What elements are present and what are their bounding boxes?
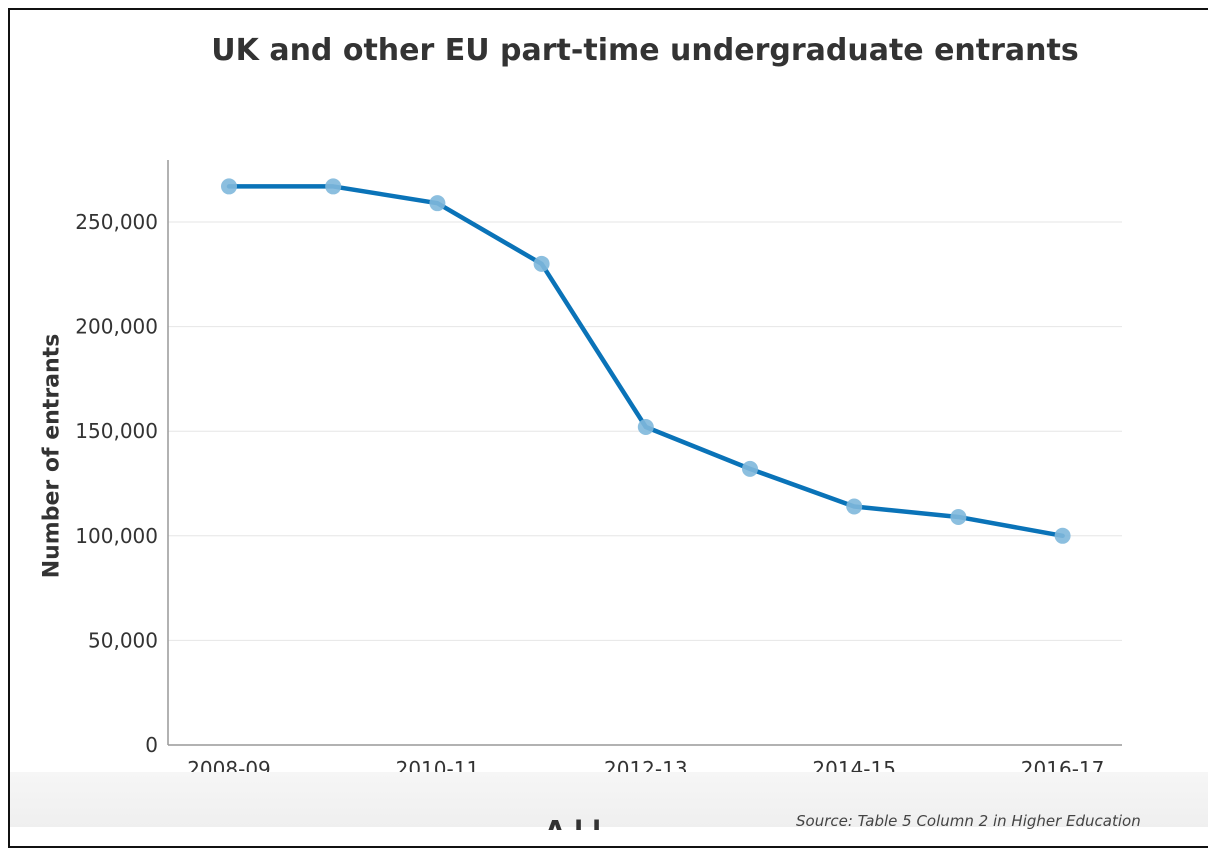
data-point — [1054, 527, 1071, 544]
data-point — [742, 460, 758, 477]
data-point — [846, 498, 863, 515]
data-point — [221, 178, 237, 195]
bottom-fade — [10, 772, 1208, 827]
data-point — [950, 508, 967, 525]
line-chart: 050,000100,000150,000200,000250,0002008-… — [75, 160, 1122, 781]
series-line — [226, 184, 1065, 539]
cut-off-heading: A l l — [545, 816, 675, 830]
data-point — [533, 255, 550, 272]
y-tick-label: 50,000 — [88, 628, 158, 652]
y-tick-label: 150,000 — [75, 419, 158, 443]
source-note: Source: Table 5 Column 2 in Higher Educa… — [796, 812, 1141, 830]
chart-title: UK and other EU part-time undergraduate … — [211, 33, 1079, 68]
data-point — [637, 419, 654, 436]
data-point — [325, 178, 342, 195]
y-tick-label: 100,000 — [75, 524, 158, 548]
data-point — [429, 195, 446, 212]
y-tick-label: 0 — [145, 733, 158, 757]
y-tick-label: 200,000 — [75, 315, 158, 339]
chart-frame — [8, 8, 1208, 848]
y-tick-label: 250,000 — [75, 210, 158, 234]
